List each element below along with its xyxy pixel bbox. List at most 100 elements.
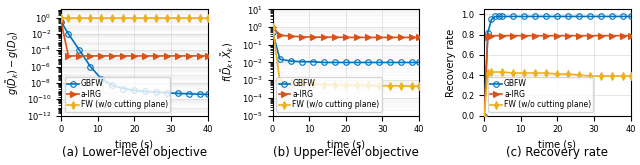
FW (w/o cutting plane)	[120, 16, 127, 18]
Line: a-IRG: a-IRG	[270, 24, 422, 40]
Line: a-IRG: a-IRG	[58, 19, 211, 59]
a-IRG	[276, 34, 284, 36]
Legend: GBFW, a-IRG, FW (w/o cutting plane): GBFW, a-IRG, FW (w/o cutting plane)	[488, 77, 593, 112]
a-IRG	[152, 55, 160, 57]
a-IRG	[331, 36, 339, 38]
FW (w/o cutting plane)	[163, 16, 171, 18]
FW (w/o cutting plane)	[532, 72, 540, 74]
GBFW	[627, 16, 634, 17]
a-IRG	[620, 35, 627, 37]
FW (w/o cutting plane)	[342, 84, 349, 86]
Line: FW (w/o cutting plane): FW (w/o cutting plane)	[270, 24, 422, 89]
GBFW	[353, 61, 361, 63]
FW (w/o cutting plane)	[109, 16, 116, 18]
a-IRG	[186, 55, 193, 57]
Y-axis label: $g(\tilde{D}_k) - g(D_0)$: $g(\tilde{D}_k) - g(D_0)$	[4, 30, 21, 95]
FW (w/o cutting plane)	[204, 16, 211, 18]
a-IRG	[397, 36, 404, 38]
a-IRG	[120, 55, 127, 57]
GBFW	[342, 61, 349, 63]
GBFW	[492, 16, 499, 17]
a-IRG	[480, 115, 488, 116]
a-IRG	[408, 36, 415, 38]
FW (w/o cutting plane)	[598, 75, 605, 77]
a-IRG	[364, 36, 372, 38]
FW (w/o cutting plane)	[415, 85, 423, 87]
a-IRG	[86, 55, 94, 57]
GBFW	[196, 93, 204, 95]
GBFW	[152, 91, 160, 93]
FW (w/o cutting plane)	[76, 16, 83, 18]
a-IRG	[575, 35, 583, 37]
GBFW	[109, 84, 116, 86]
a-IRG	[309, 36, 317, 38]
FW (w/o cutting plane)	[298, 82, 306, 84]
a-IRG	[287, 35, 295, 37]
Title: (c) Recovery rate: (c) Recovery rate	[506, 146, 609, 159]
GBFW	[57, 21, 65, 23]
FW (w/o cutting plane)	[65, 16, 72, 18]
FW (w/o cutting plane)	[86, 16, 94, 18]
a-IRG	[174, 55, 182, 57]
a-IRG	[269, 26, 276, 28]
a-IRG	[554, 35, 561, 37]
FW (w/o cutting plane)	[543, 72, 550, 74]
GBFW	[309, 61, 317, 63]
GBFW	[564, 16, 572, 17]
FW (w/o cutting plane)	[287, 82, 295, 84]
Line: GBFW: GBFW	[58, 19, 211, 97]
FW (w/o cutting plane)	[564, 73, 572, 75]
a-IRG	[141, 55, 149, 57]
a-IRG	[57, 21, 65, 23]
a-IRG	[65, 55, 72, 57]
GBFW	[120, 88, 127, 90]
FW (w/o cutting plane)	[488, 71, 495, 73]
GBFW	[484, 32, 492, 34]
a-IRG	[598, 35, 605, 37]
Y-axis label: $f(\tilde{D}_k, \tilde{X}_k)$: $f(\tilde{D}_k, \tilde{X}_k)$	[220, 42, 236, 82]
X-axis label: time (s): time (s)	[115, 140, 154, 150]
a-IRG	[320, 36, 328, 38]
X-axis label: time (s): time (s)	[538, 140, 577, 150]
a-IRG	[97, 55, 105, 57]
GBFW	[204, 93, 211, 95]
Y-axis label: Recovery rate: Recovery rate	[445, 28, 456, 97]
a-IRG	[609, 35, 616, 37]
GBFW	[586, 16, 594, 17]
GBFW	[509, 16, 517, 17]
a-IRG	[543, 35, 550, 37]
FW (w/o cutting plane)	[309, 83, 317, 85]
FW (w/o cutting plane)	[364, 84, 372, 86]
GBFW	[131, 89, 138, 91]
Line: FW (w/o cutting plane): FW (w/o cutting plane)	[58, 15, 211, 20]
a-IRG	[163, 55, 171, 57]
a-IRG	[415, 36, 423, 38]
a-IRG	[564, 35, 572, 37]
GBFW	[375, 61, 383, 63]
a-IRG	[375, 36, 383, 38]
a-IRG	[499, 35, 506, 37]
GBFW	[532, 16, 540, 17]
a-IRG	[386, 36, 394, 38]
GBFW	[520, 16, 528, 17]
a-IRG	[484, 36, 492, 38]
Title: (b) Upper-level objective: (b) Upper-level objective	[273, 146, 419, 159]
a-IRG	[298, 36, 306, 38]
Line: GBFW: GBFW	[270, 30, 422, 65]
GBFW	[141, 90, 149, 92]
FW (w/o cutting plane)	[575, 74, 583, 76]
a-IRG	[131, 55, 138, 57]
GBFW	[320, 61, 328, 63]
a-IRG	[342, 36, 349, 38]
FW (w/o cutting plane)	[141, 16, 149, 18]
FW (w/o cutting plane)	[320, 84, 328, 86]
FW (w/o cutting plane)	[331, 84, 339, 86]
FW (w/o cutting plane)	[174, 16, 182, 18]
GBFW	[186, 93, 193, 95]
GBFW	[575, 16, 583, 17]
GBFW	[269, 31, 276, 33]
FW (w/o cutting plane)	[196, 16, 204, 18]
FW (w/o cutting plane)	[480, 115, 488, 116]
a-IRG	[627, 35, 634, 37]
a-IRG	[196, 55, 204, 57]
